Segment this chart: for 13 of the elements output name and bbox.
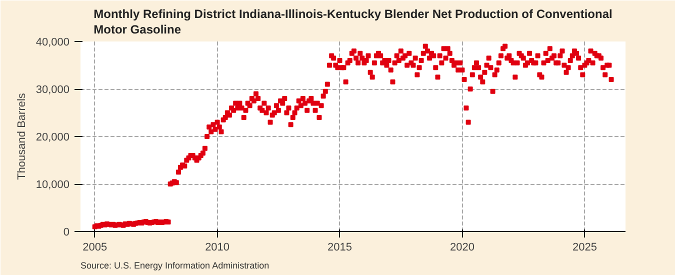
y-tick-label: 10,000 <box>36 179 70 191</box>
y-tick-label: 0 <box>63 226 70 238</box>
y-tick-label: 40,000 <box>36 36 70 48</box>
x-tick-label: 2005 <box>82 242 108 254</box>
chart-title: Monthly Refining District Indiana-Illinois-Kentucky Blender Net Production of Conventional Motor Gasoline <box>94 7 612 36</box>
x-tick-label: 2020 <box>450 242 474 254</box>
x-tick-label: 2025 <box>572 242 597 254</box>
x-tick-label: 2010 <box>205 242 230 254</box>
y-tick-label: 20,000 <box>36 132 70 144</box>
x-tick-label: 2015 <box>328 242 352 254</box>
y-axis-title: Thousand Barrels <box>16 92 28 180</box>
y-tick-label: 30,000 <box>36 84 70 96</box>
source-note: Source: U.S. Energy Information Administration <box>80 260 270 270</box>
